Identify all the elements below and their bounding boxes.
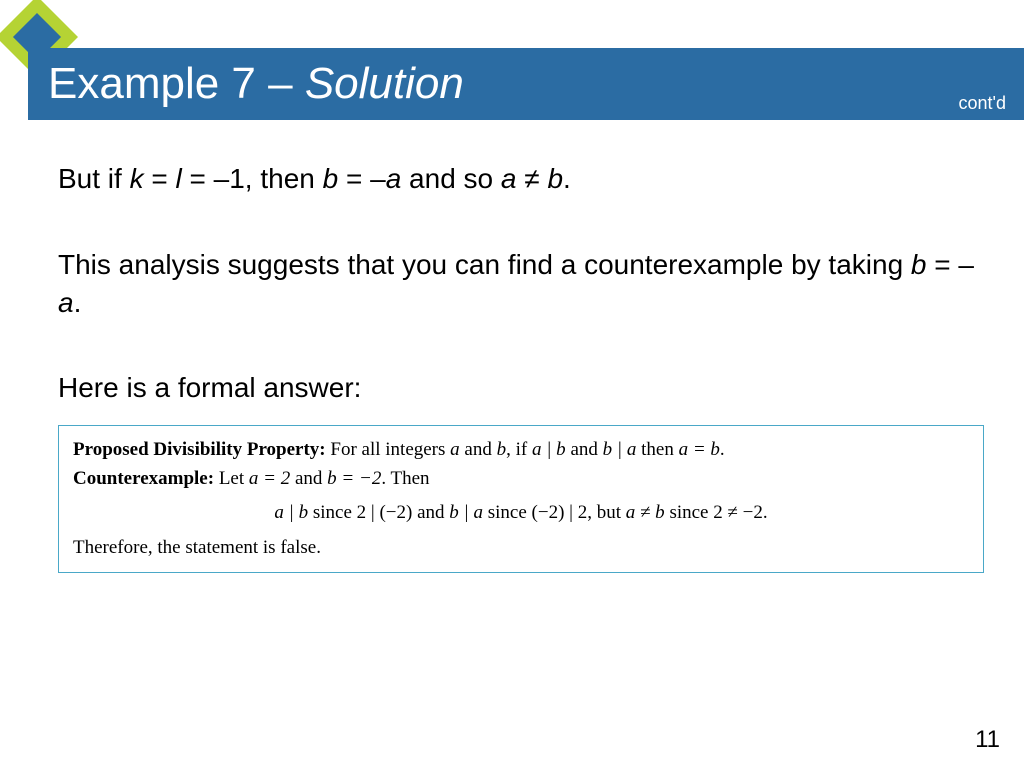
slide-header: Example 7 – Solution cont'd: [28, 48, 1024, 120]
therefore-line: Therefore, the statement is false.: [73, 534, 969, 563]
page-number: 11: [975, 726, 1000, 754]
contd-label: cont'd: [959, 93, 1006, 114]
proposed-property: Proposed Divisibility Property: For all …: [73, 436, 969, 465]
counterexample-math: a | b since 2 | (−2) and b | a since (−2…: [73, 499, 969, 528]
formal-answer-box: Proposed Divisibility Property: For all …: [58, 425, 984, 573]
slide-content: But if k = l = –1, then b = –a and so a …: [58, 160, 984, 573]
paragraph-2: This analysis suggests that you can find…: [58, 246, 984, 322]
title-prefix: Example 7 –: [48, 59, 305, 108]
paragraph-3: Here is a formal answer:: [58, 369, 984, 407]
counterexample-line: Counterexample: Let a = 2 and b = −2. Th…: [73, 465, 969, 494]
slide-title: Example 7 – Solution: [48, 59, 464, 109]
paragraph-1: But if k = l = –1, then b = –a and so a …: [58, 160, 984, 198]
title-italic: Solution: [305, 59, 464, 108]
